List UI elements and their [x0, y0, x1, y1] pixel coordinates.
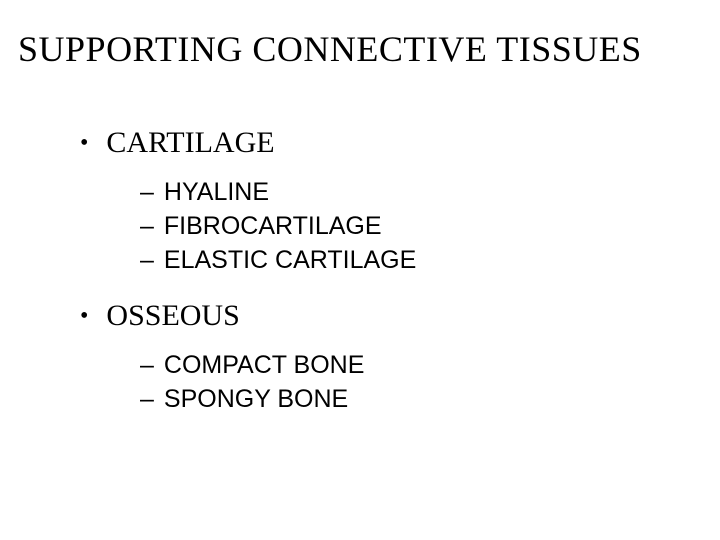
- level1-label: OSSEOUS: [106, 299, 239, 333]
- list-item: – FIBROCARTILAGE: [140, 210, 720, 244]
- dash-icon: –: [140, 383, 154, 417]
- bullet-icon: •: [80, 131, 88, 155]
- sublist: – HYALINE – FIBROCARTILAGE – ELASTIC CAR…: [80, 176, 720, 277]
- dash-icon: –: [140, 210, 154, 244]
- list-item: – COMPACT BONE: [140, 349, 720, 383]
- sublist: – COMPACT BONE – SPONGY BONE: [80, 349, 720, 417]
- list-item: • OSSEOUS: [80, 299, 720, 333]
- level2-label: SPONGY BONE: [164, 383, 348, 417]
- level1-label: CARTILAGE: [106, 126, 274, 160]
- list-item: – SPONGY BONE: [140, 383, 720, 417]
- list-item: • CARTILAGE: [80, 126, 720, 160]
- dash-icon: –: [140, 349, 154, 383]
- slide-title: SUPPORTING CONNECTIVE TISSUES: [0, 28, 720, 70]
- list-item: – ELASTIC CARTILAGE: [140, 244, 720, 278]
- slide-content: • CARTILAGE – HYALINE – FIBROCARTILAGE –…: [0, 70, 720, 417]
- list-item: – HYALINE: [140, 176, 720, 210]
- level2-label: ELASTIC CARTILAGE: [164, 244, 416, 278]
- dash-icon: –: [140, 244, 154, 278]
- dash-icon: –: [140, 176, 154, 210]
- level2-label: FIBROCARTILAGE: [164, 210, 382, 244]
- bullet-icon: •: [80, 304, 88, 328]
- level2-label: COMPACT BONE: [164, 349, 365, 383]
- level2-label: HYALINE: [164, 176, 269, 210]
